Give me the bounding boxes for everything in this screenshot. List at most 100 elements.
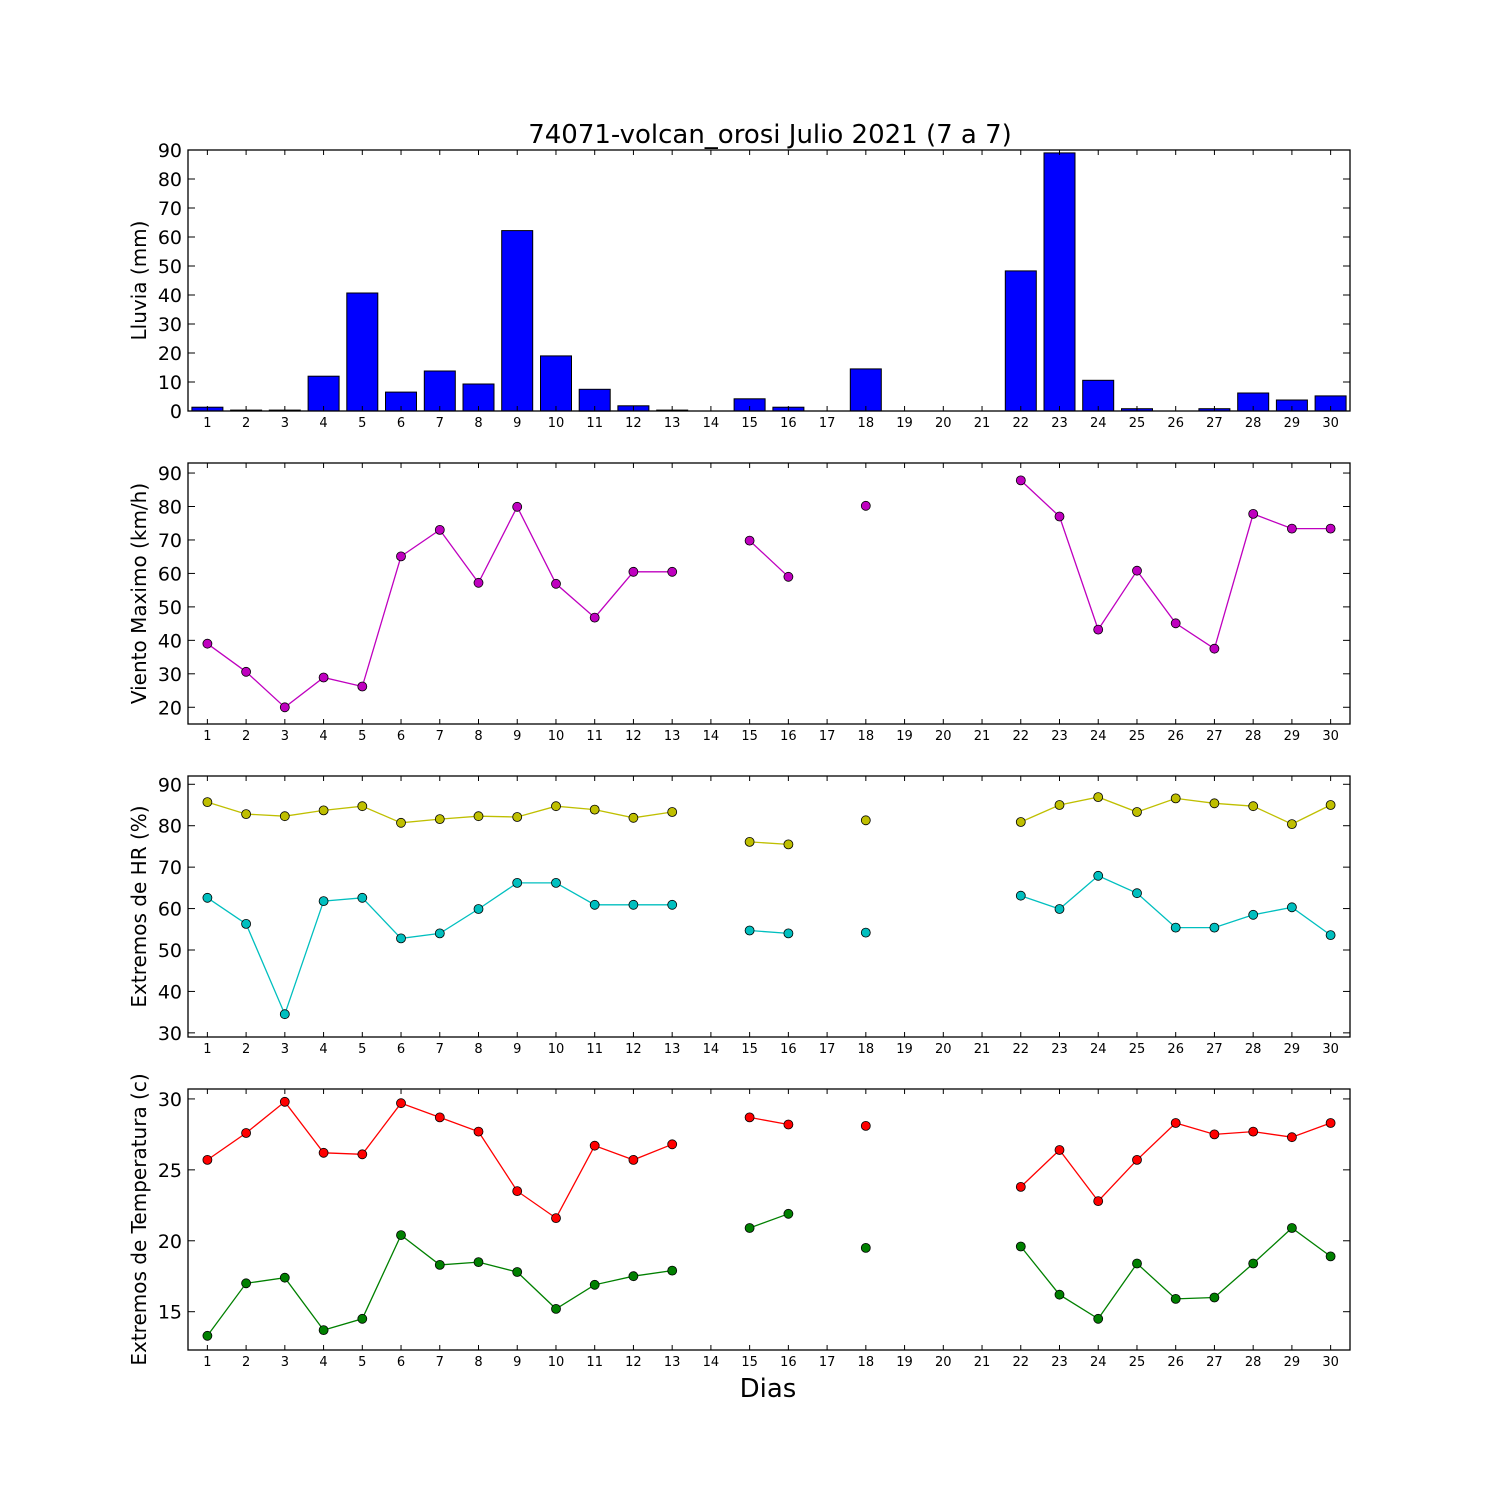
hr-series-0-point-day-6 <box>396 817 406 828</box>
hr-series-1-point-day-10 <box>551 878 561 888</box>
hr-xtick-label-21: 21 <box>974 1042 991 1057</box>
rain-xtick-label-11: 11 <box>586 416 603 431</box>
hr-series-1-point-day-28 <box>1248 909 1259 920</box>
temp-series-0-point-day-12 <box>628 1155 639 1165</box>
wind-ytick-label-80: 80 <box>158 497 182 519</box>
hr-series-0-point-day-24 <box>1093 792 1104 802</box>
temp-y-axis-label: Extremos de Temperatura (c) <box>127 1073 151 1365</box>
chart-title: 74071-volcan_orosi Julio 2021 (7 a 7) <box>528 120 1012 150</box>
wind-xtick-label-25: 25 <box>1129 729 1146 744</box>
temp-xtick-label-28: 28 <box>1245 1355 1262 1370</box>
hr-xtick-label-23: 23 <box>1051 1042 1068 1057</box>
wind-xtick-label-4: 4 <box>319 729 327 744</box>
wind-series-0-line-0 <box>207 505 673 709</box>
temp-series-1-point-day-12 <box>628 1271 639 1282</box>
wind-xtick-label-23: 23 <box>1051 729 1068 744</box>
rain-ytick-label-80: 80 <box>158 169 182 191</box>
wind-series-0-point-day-12 <box>628 566 639 577</box>
temp-series-1-point-day-13 <box>667 1265 678 1276</box>
hr-ytick-label-30: 30 <box>158 1023 182 1045</box>
temp-series-1-line-0 <box>206 1234 673 1337</box>
hr-series-0-point-day-2 <box>241 809 252 819</box>
temp-series-0-point-day-11 <box>589 1140 600 1151</box>
rain-bar-day-10 <box>540 355 572 412</box>
rain-xtick-label-19: 19 <box>896 416 913 431</box>
rain-bar-day-22 <box>1004 270 1037 412</box>
temp-series-1-point-day-26 <box>1170 1294 1181 1304</box>
temp-series-0-point-day-18 <box>860 1121 871 1131</box>
hr-series-1-line-1 <box>749 929 789 935</box>
rain-bar-day-4 <box>307 375 340 412</box>
hr-series-1-point-day-3 <box>279 1009 290 1020</box>
temp-series-1-line-1 <box>749 1213 789 1229</box>
hr-series-1-point-day-16 <box>783 928 794 939</box>
hr-xtick-label-20: 20 <box>935 1042 952 1057</box>
wind-series-0-point-day-6 <box>396 551 406 562</box>
temp-xtick-label-11: 11 <box>586 1355 603 1370</box>
wind-xtick-label-13: 13 <box>664 729 681 744</box>
temperature-extremes-panel: 1 2 3 4 5 6 7 8 9 10 11 12 13 14 15 16 17 18 19 20 21 22 23 24 2… <box>127 1073 1351 1370</box>
rain-xtick-label-22: 22 <box>1012 416 1029 431</box>
temp-xtick-label-27: 27 <box>1206 1355 1223 1370</box>
wind-series-0-point-day-8 <box>473 577 484 588</box>
wind-xtick-label-27: 27 <box>1206 729 1223 744</box>
hr-series-0-point-day-5 <box>357 801 368 812</box>
rain-bar-day-24 <box>1082 379 1115 412</box>
wind-xtick-label-18: 18 <box>858 729 875 744</box>
temp-series-0-point-day-30 <box>1325 1118 1336 1128</box>
hr-xtick-label-1: 1 <box>203 1042 211 1057</box>
hr-xtick-label-29: 29 <box>1284 1042 1301 1057</box>
wind-series-0-point-day-25 <box>1132 565 1142 576</box>
wind-xtick-label-14: 14 <box>703 729 720 744</box>
hr-xtick-label-8: 8 <box>474 1042 482 1057</box>
rain-bar-day-23 <box>1043 152 1076 412</box>
temp-series-1-point-day-4 <box>318 1325 329 1335</box>
wind-series-0-point-day-24 <box>1093 624 1104 635</box>
x-axis-label: Dias <box>740 1374 797 1404</box>
rain-xtick-label-5: 5 <box>358 416 366 431</box>
wind-series-0-point-day-11 <box>589 612 600 623</box>
rain-xtick-label-30: 30 <box>1322 416 1339 431</box>
wind-series-0-point-day-30 <box>1325 523 1336 534</box>
hr-series-1-point-day-7 <box>434 928 445 939</box>
temp-series-0-point-day-4 <box>318 1147 329 1158</box>
hr-xtick-label-7: 7 <box>436 1042 444 1057</box>
temp-series-1-point-day-22 <box>1015 1241 1026 1252</box>
hr-xtick-label-13: 13 <box>664 1042 681 1057</box>
temp-xtick-label-23: 23 <box>1051 1355 1068 1370</box>
temp-xtick-label-12: 12 <box>625 1355 642 1370</box>
wind-ytick-label-20: 20 <box>158 697 182 719</box>
wind-xtick-label-21: 21 <box>974 729 991 744</box>
wind-ytick-label-40: 40 <box>158 630 182 652</box>
temp-series-1-point-day-23 <box>1054 1289 1065 1300</box>
temp-series-0-point-day-15 <box>744 1112 755 1123</box>
wind-series-0-point-day-22 <box>1015 475 1026 486</box>
rain-xtick-label-1: 1 <box>203 416 211 431</box>
wind-ytick-label-90: 90 <box>158 463 182 485</box>
hr-xtick-label-11: 11 <box>586 1042 603 1057</box>
hr-series-1-point-day-2 <box>241 919 252 929</box>
wind-xtick-label-30: 30 <box>1322 729 1339 744</box>
hr-series-0-point-day-15 <box>744 837 755 847</box>
temp-series-0-point-day-26 <box>1170 1118 1181 1128</box>
rain-xtick-label-23: 23 <box>1051 416 1068 431</box>
hr-xtick-label-6: 6 <box>397 1042 405 1057</box>
rain-xtick-label-26: 26 <box>1167 416 1184 431</box>
hr-series-0-point-day-27 <box>1209 798 1220 809</box>
hr-series-1-point-day-24 <box>1093 870 1104 881</box>
temp-xtick-label-10: 10 <box>548 1355 565 1370</box>
temp-series-0-point-day-3 <box>279 1096 290 1107</box>
wind-series-0-point-day-23 <box>1054 511 1065 522</box>
wind-xtick-label-26: 26 <box>1167 729 1184 744</box>
temp-series-0-point-day-1 <box>202 1155 213 1165</box>
hr-series-0-point-day-10 <box>551 801 561 812</box>
wind-ytick-label-30: 30 <box>158 664 182 686</box>
wind-xtick-label-29: 29 <box>1284 729 1301 744</box>
temp-series-1-point-day-18 <box>860 1243 871 1253</box>
hr-xtick-label-16: 16 <box>780 1042 797 1057</box>
temp-xtick-label-17: 17 <box>819 1355 836 1370</box>
wind-series-0-point-day-2 <box>241 666 252 677</box>
wind-axes-frame <box>187 462 1351 725</box>
hr-series-1-point-day-1 <box>202 892 213 903</box>
hr-series-1-point-day-22 <box>1015 890 1026 901</box>
